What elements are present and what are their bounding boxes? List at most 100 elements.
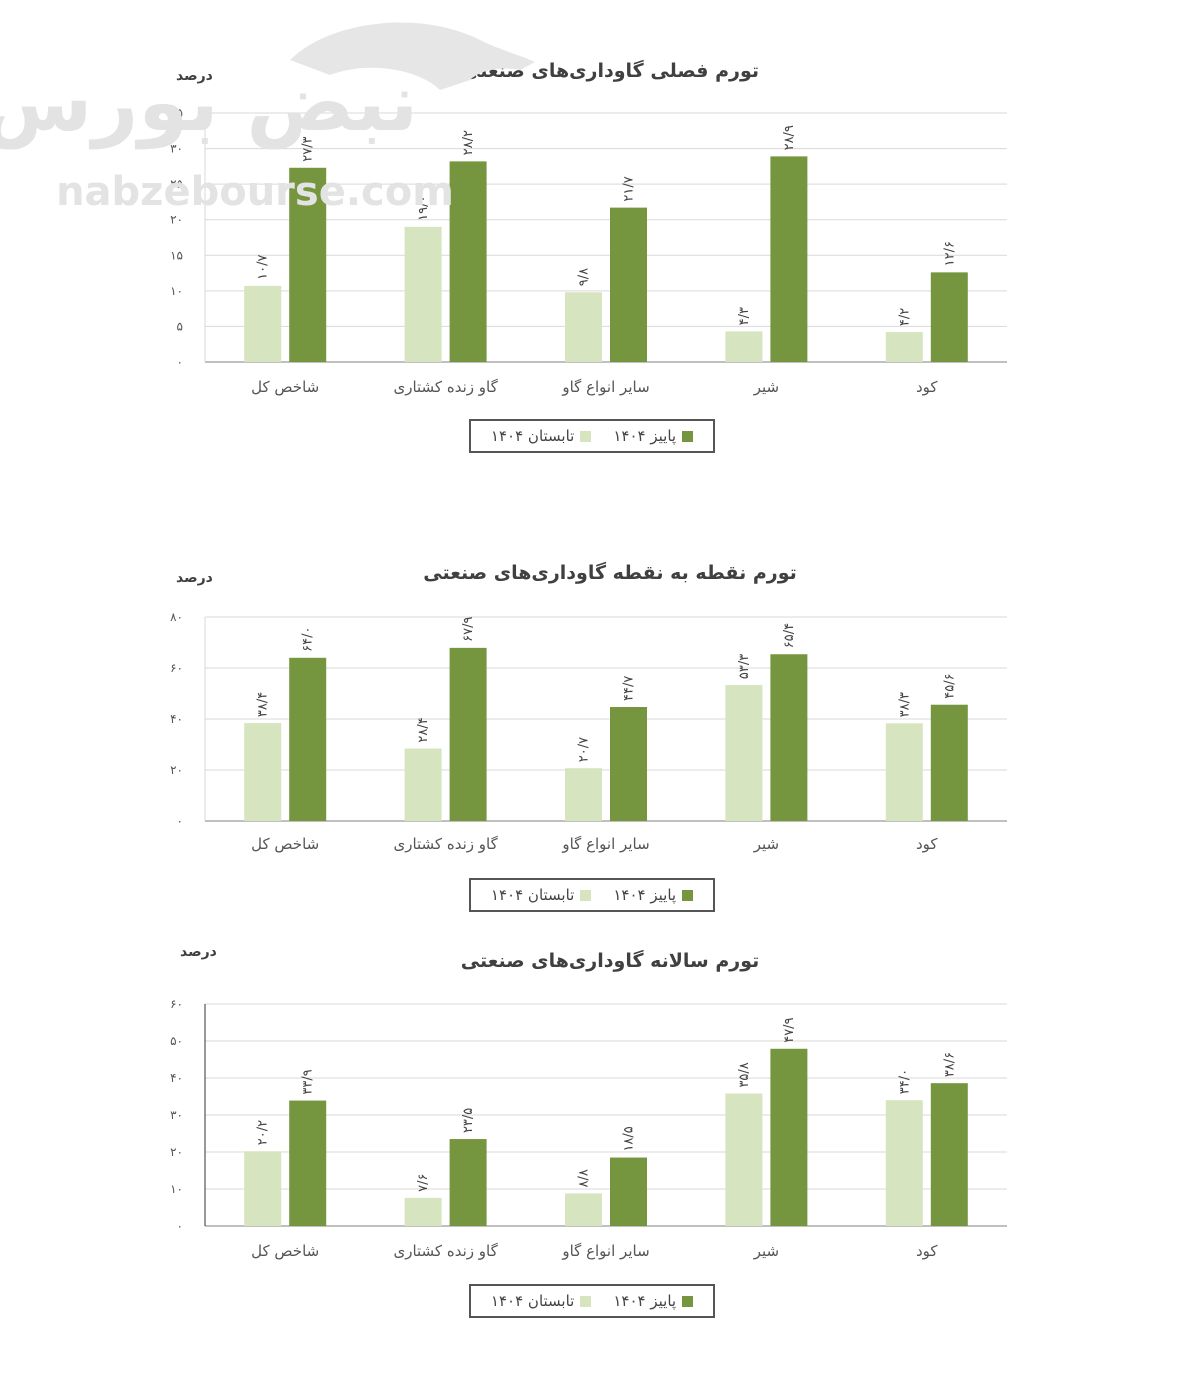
chart-title: تورم سالانه گاوداری‌های صنعتی bbox=[460, 950, 760, 972]
y-tick-label: ۰ bbox=[177, 355, 183, 369]
bar-summer bbox=[404, 748, 442, 821]
legend-swatch-summer bbox=[580, 430, 592, 442]
y-tick-label: ۲۰ bbox=[170, 213, 183, 227]
chart-title: تورم نقطه به نقطه گاوداری‌های صنعتی bbox=[423, 562, 797, 584]
y-axis-unit: درصد bbox=[176, 68, 213, 84]
legend-label-summer: تابستان ۱۴۰۴ bbox=[490, 427, 575, 445]
y-tick-label: ۸۰ bbox=[170, 610, 183, 624]
y-axis-unit: درصد bbox=[176, 570, 213, 586]
bar-autumn bbox=[449, 161, 487, 362]
data-label: ۴۷/۹ bbox=[782, 1017, 797, 1042]
data-label: ۲۳/۵ bbox=[461, 1108, 476, 1133]
bar-autumn bbox=[610, 707, 647, 821]
data-label: ۲۸/۹ bbox=[782, 125, 797, 150]
category-label: شیر bbox=[753, 1242, 779, 1260]
bar-summer bbox=[725, 1093, 763, 1226]
data-label: ۸/۸ bbox=[577, 1169, 592, 1187]
data-label: ۴۵/۶ bbox=[942, 673, 957, 698]
y-tick-label: ۰ bbox=[177, 814, 183, 828]
legend-swatch-autumn bbox=[682, 889, 694, 901]
bar-autumn bbox=[449, 647, 487, 821]
bar-summer bbox=[565, 1193, 602, 1226]
bar-summer bbox=[404, 226, 442, 362]
bar-summer bbox=[244, 723, 282, 821]
y-tick-label: ۰ bbox=[177, 1219, 183, 1233]
y-tick-label: ۱۰ bbox=[170, 1182, 183, 1196]
y-tick-label: ۵ bbox=[177, 319, 183, 333]
legend-label-autumn: پاییز ۱۴۰۴ bbox=[613, 1292, 677, 1310]
y-tick-label: ۴۰ bbox=[170, 1071, 183, 1085]
bar-summer bbox=[244, 1151, 282, 1226]
category-label: کود bbox=[916, 1242, 938, 1260]
legend-item-summer: تابستان ۱۴۰۴ bbox=[490, 1292, 592, 1310]
category-label: کود bbox=[916, 835, 938, 853]
bar-autumn bbox=[930, 272, 968, 362]
data-label: ۶۵/۴ bbox=[782, 623, 797, 648]
legend-item-summer: تابستان ۱۴۰۴ bbox=[491, 886, 592, 904]
y-tick-label: ۲۰ bbox=[170, 763, 183, 777]
legend-label-autumn: پاییز ۱۴۰۴ bbox=[613, 427, 677, 445]
bar-autumn bbox=[289, 167, 327, 362]
legend-item-autumn: پاییز ۱۴۰۴ bbox=[613, 886, 694, 904]
data-label: ۲۸/۲ bbox=[461, 130, 476, 155]
category-label: شیر bbox=[753, 378, 779, 396]
chart-legend: پاییز ۱۴۰۴ تابستان ۱۴۰۴ bbox=[469, 1284, 715, 1318]
data-label: ۶۴/۰ bbox=[301, 626, 316, 651]
data-label: ۴۴/۷ bbox=[622, 676, 637, 701]
data-label: ۳۸/۶ bbox=[942, 1052, 957, 1077]
category-label: شاخص کل bbox=[251, 1242, 319, 1260]
y-tick-label: ۶۰ bbox=[170, 661, 183, 675]
legend-swatch-summer bbox=[580, 889, 592, 901]
bar-summer bbox=[725, 331, 763, 362]
y-tick-label: ۳۰ bbox=[170, 142, 183, 156]
bar-autumn bbox=[449, 1139, 487, 1226]
data-label: ۳۵/۸ bbox=[737, 1062, 752, 1087]
category-label: گاو زنده کشتاری bbox=[393, 835, 498, 853]
data-label: ۹/۸ bbox=[577, 268, 592, 286]
data-label: ۲۰/۷ bbox=[577, 737, 592, 762]
y-tick-label: ۶۰ bbox=[170, 997, 183, 1011]
data-label: ۷/۶ bbox=[416, 1174, 431, 1192]
chart-legend: پاییز ۱۴۰۴ تابستان ۱۴۰۴ bbox=[469, 419, 715, 453]
legend-item-autumn: پاییز ۱۴۰۴ bbox=[613, 427, 694, 445]
bar-summer bbox=[244, 285, 282, 362]
bar-summer bbox=[565, 768, 602, 821]
chart-seasonal: تورم فصلی گاوداری‌های صنعتی درصد ۰ ۵ ۱۰ ۱۵ ۲… bbox=[0, 0, 1200, 470]
y-tick-label: ۴۰ bbox=[170, 712, 183, 726]
bar-summer bbox=[725, 685, 763, 821]
bar-autumn bbox=[930, 704, 968, 821]
category-label: شاخص کل bbox=[251, 378, 319, 396]
bar-summer bbox=[885, 332, 923, 362]
chart-plot: ۰ ۲۰ ۴۰ ۶۰ ۸۰ ۳۸/۴ ۶۴/۰ شاخص کل ۲۸/۴ ۶۷/۹ گاو زنده… bbox=[170, 610, 1007, 853]
y-tick-label: ۱۵ bbox=[170, 248, 183, 262]
data-label: ۳۸/۳ bbox=[897, 692, 912, 717]
chart-legend: پاییز ۱۴۰۴ تابستان ۱۴۰۴ bbox=[469, 878, 715, 912]
legend-item-summer: تابستان ۱۴۰۴ bbox=[490, 427, 592, 445]
bar-summer bbox=[885, 723, 923, 821]
category-label: شیر bbox=[753, 835, 779, 853]
data-label: ۱۸/۵ bbox=[622, 1126, 637, 1151]
bar-autumn bbox=[610, 1157, 647, 1226]
legend-label-summer: تابستان ۱۴۰۴ bbox=[490, 1292, 575, 1310]
bar-autumn bbox=[770, 654, 808, 821]
legend-item-autumn: پاییز ۱۴۰۴ bbox=[613, 1292, 694, 1310]
bar-autumn bbox=[770, 156, 808, 362]
data-label: ۱۹/۰ bbox=[416, 196, 431, 221]
data-label: ۲۸/۴ bbox=[416, 717, 431, 742]
bar-autumn bbox=[289, 657, 327, 821]
data-label: ۳۳/۹ bbox=[301, 1069, 316, 1094]
data-label: ۴/۲ bbox=[897, 308, 912, 326]
y-tick-label: ۳۰ bbox=[170, 1108, 183, 1122]
data-label: ۱۰/۷ bbox=[256, 255, 271, 280]
legend-swatch-autumn bbox=[682, 430, 694, 442]
y-axis-unit: درصد bbox=[180, 944, 217, 960]
y-tick-label: ۲۵ bbox=[170, 177, 183, 191]
bar-autumn bbox=[289, 1100, 327, 1226]
bar-summer bbox=[404, 1197, 442, 1226]
data-label: ۶۷/۹ bbox=[461, 617, 476, 642]
bar-autumn bbox=[770, 1048, 808, 1226]
legend-swatch-autumn bbox=[682, 1295, 694, 1307]
y-tick-label: ۳۵ bbox=[170, 106, 183, 120]
